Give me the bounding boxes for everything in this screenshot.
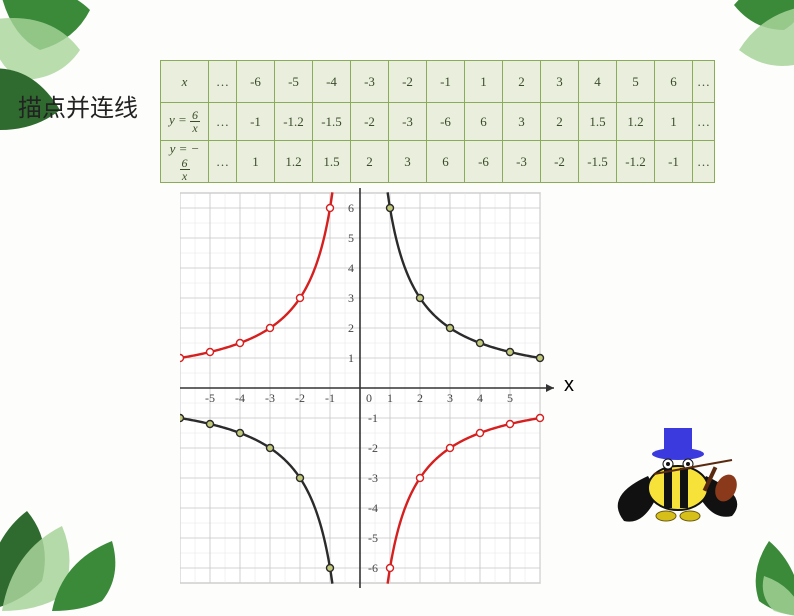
table-cell: -3: [389, 103, 427, 141]
table-cell: 6: [655, 61, 693, 103]
table-cell: 3: [503, 103, 541, 141]
leaf-top-left: [0, 0, 140, 150]
svg-text:1: 1: [387, 391, 393, 405]
page-title: 描点并连线: [18, 88, 138, 123]
value-table: x …-6-5-4-3-2-1123456… y = 6x …-1-1.2-1.…: [160, 60, 715, 183]
table-cell: 1.2: [275, 141, 313, 183]
table-cell: …: [693, 61, 715, 103]
table-cell: 1: [237, 141, 275, 183]
svg-text:-2: -2: [368, 441, 378, 455]
bee-illustration: [614, 416, 754, 536]
svg-text:0: 0: [366, 391, 372, 405]
svg-text:-4: -4: [368, 501, 378, 515]
svg-text:3: 3: [348, 291, 354, 305]
table-cell: -2: [541, 141, 579, 183]
svg-text:-1: -1: [325, 391, 335, 405]
svg-text:2: 2: [417, 391, 423, 405]
table-cell: 1.5: [579, 103, 617, 141]
table-cell: 4: [579, 61, 617, 103]
table-cell: 5: [617, 61, 655, 103]
svg-text:-5: -5: [368, 531, 378, 545]
table-cell: 2: [351, 141, 389, 183]
table-cell: 6: [427, 141, 465, 183]
svg-text:-2: -2: [295, 391, 305, 405]
table-cell: -1: [655, 141, 693, 183]
svg-text:-4: -4: [235, 391, 245, 405]
svg-text:-3: -3: [265, 391, 275, 405]
table-cell: -6: [427, 103, 465, 141]
svg-text:5: 5: [507, 391, 513, 405]
table-cell: 6: [465, 103, 503, 141]
table-row-y1: y = 6x …-1-1.2-1.5-2-3-66321.51.21…: [161, 103, 715, 141]
table-cell: 1.2: [617, 103, 655, 141]
svg-text:-6: -6: [368, 561, 378, 575]
svg-text:4: 4: [348, 261, 354, 275]
table-cell: -3: [351, 61, 389, 103]
table-cell: 2: [503, 61, 541, 103]
table-cell: -2: [351, 103, 389, 141]
svg-text:-3: -3: [368, 471, 378, 485]
table-header-y2: y = − 6x: [161, 141, 209, 183]
svg-text:-1: -1: [368, 411, 378, 425]
svg-text:4: 4: [477, 391, 483, 405]
table-row-x: x …-6-5-4-3-2-1123456…: [161, 61, 715, 103]
table-cell: 3: [541, 61, 579, 103]
table-cell: …: [693, 141, 715, 183]
table-cell: -1: [427, 61, 465, 103]
table-header-x: x: [161, 61, 209, 103]
table-cell: 1: [655, 103, 693, 141]
table-cell: -1.5: [313, 103, 351, 141]
leaf-bottom-left: [0, 441, 142, 611]
table-cell: 2: [541, 103, 579, 141]
table-cell: …: [209, 61, 237, 103]
chart: -5 -4 -3 -2 -1 1 2 3 4 5 -6 -5 -4 -3 -2 -1 1 2 3 4 5 6 0: [180, 188, 560, 588]
table-cell: 1: [465, 61, 503, 103]
svg-text:6: 6: [348, 201, 354, 215]
table-cell: -2: [389, 61, 427, 103]
table-cell: …: [209, 141, 237, 183]
table-cell: …: [209, 103, 237, 141]
table-cell: 3: [389, 141, 427, 183]
table-cell: -1.5: [579, 141, 617, 183]
table-cell: -1.2: [275, 103, 313, 141]
table-cell: -6: [237, 61, 275, 103]
table-cell: -5: [275, 61, 313, 103]
table-cell: 1.5: [313, 141, 351, 183]
svg-text:5: 5: [348, 231, 354, 245]
svg-text:-5: -5: [205, 391, 215, 405]
svg-text:1: 1: [348, 351, 354, 365]
table-cell: -4: [313, 61, 351, 103]
table-row-y2: y = − 6x …11.21.5236-6-3-2-1.5-1.2-1…: [161, 141, 715, 183]
svg-text:2: 2: [348, 321, 354, 335]
table-header-y1: y = 6x: [161, 103, 209, 141]
axis-label-x: x: [564, 374, 574, 397]
table-cell: -3: [503, 141, 541, 183]
table-cell: -1.2: [617, 141, 655, 183]
table-cell: …: [693, 103, 715, 141]
table-cell: -6: [465, 141, 503, 183]
svg-text:3: 3: [447, 391, 453, 405]
table-cell: -1: [237, 103, 275, 141]
